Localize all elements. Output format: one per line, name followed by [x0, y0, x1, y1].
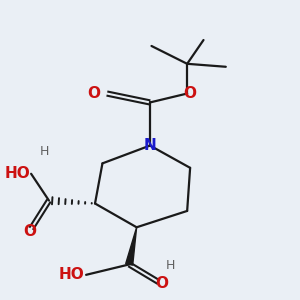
Polygon shape — [126, 227, 136, 265]
Text: O: O — [155, 276, 168, 291]
Text: H: H — [166, 260, 176, 272]
Text: N: N — [144, 138, 156, 153]
Text: HO: HO — [5, 166, 31, 181]
Text: H: H — [40, 145, 49, 158]
Text: O: O — [87, 86, 100, 101]
Text: O: O — [184, 86, 196, 101]
Text: O: O — [23, 224, 36, 238]
Text: HO: HO — [58, 267, 84, 282]
